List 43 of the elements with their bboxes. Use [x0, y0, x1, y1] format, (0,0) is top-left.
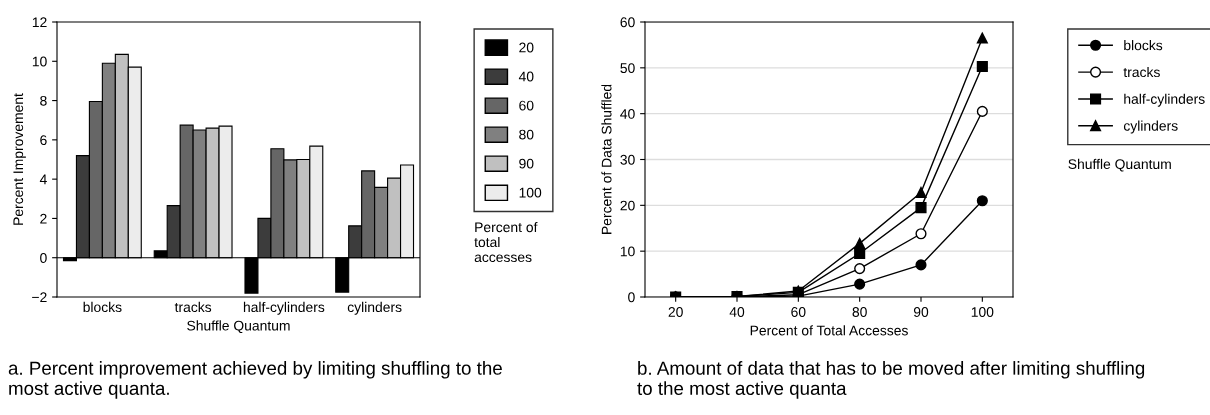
- x-tick-label: blocks: [83, 301, 122, 313]
- x-tick-label: 100: [971, 307, 994, 317]
- legend-label: 40: [518, 71, 534, 82]
- legend-label: 90: [519, 158, 534, 169]
- legend-label: half-cylinders: [1124, 93, 1205, 107]
- x-tick-label: 40: [729, 307, 745, 317]
- x-tick-label: half-cylinders: [243, 301, 325, 315]
- legend-label: 80: [519, 129, 534, 140]
- x-axis-title: Shuffle Quantum: [187, 320, 290, 334]
- text: b. Amount of data that has to be moved after limiting shuffling to the most active quanta: [637, 361, 1145, 399]
- y-tick-label: 20: [620, 200, 635, 211]
- y-tick-label: 12: [32, 17, 47, 28]
- y-tick-label: 50: [620, 63, 635, 73]
- y-tick-label: 8: [40, 95, 47, 106]
- y-tick-label: 10: [620, 246, 635, 257]
- x-tick-label: 60: [791, 307, 806, 317]
- y-tick-label: 30: [620, 154, 635, 165]
- y-tick-label: 0: [628, 292, 635, 303]
- legend-label: cylinders: [1123, 120, 1178, 134]
- y-tick-label: 2: [40, 213, 47, 224]
- y-tick-label: 10: [32, 56, 47, 67]
- y-tick-label: 6: [40, 135, 47, 146]
- y-tick-label: 4: [39, 174, 47, 185]
- y-axis-title: Percent of Data Shuffled: [601, 84, 612, 234]
- legend-label: 100: [519, 187, 542, 198]
- legend-label: 20: [519, 42, 534, 53]
- legend-label: 60: [519, 100, 534, 111]
- y-tick-label: −2: [32, 292, 47, 303]
- y-tick-label: 60: [620, 17, 635, 28]
- x-tick-label: cylinders: [347, 301, 402, 315]
- text: a. Percent improvement achieved by limiting shuffling to the most active quanta.: [8, 361, 502, 399]
- x-tick-label: 90: [913, 307, 929, 317]
- legend-title: Shuffle Quantum: [1068, 158, 1171, 172]
- x-axis-title: Percent of Total Accesses: [750, 325, 908, 336]
- x-tick-label: 20: [668, 307, 683, 317]
- y-tick-label: 0: [40, 253, 47, 263]
- legend-label: tracks: [1123, 66, 1160, 78]
- y-tick-label: 40: [620, 109, 635, 119]
- legend-label: blocks: [1124, 40, 1163, 51]
- y-axis-title: Percent Improvement: [13, 93, 26, 225]
- x-tick-label: 80: [852, 307, 867, 317]
- legend-title: Percent of total accesses: [474, 221, 538, 263]
- x-tick-label: tracks: [174, 301, 212, 313]
